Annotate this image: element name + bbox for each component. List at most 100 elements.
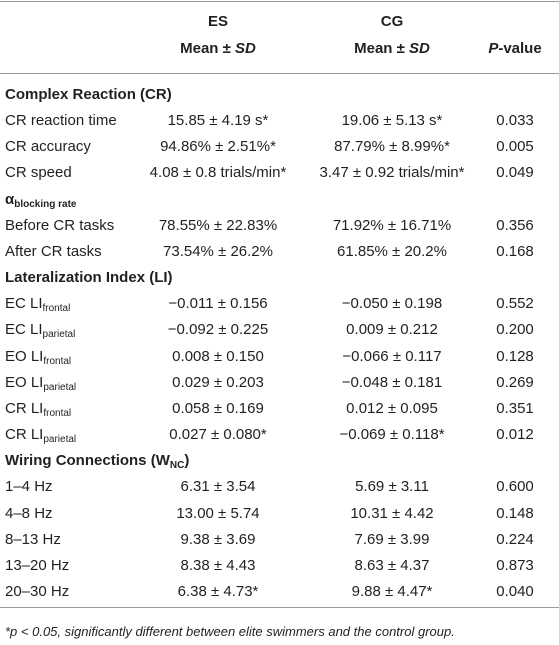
p-value: 0.873 xyxy=(496,556,534,574)
text: Lateralization Index (LI) xyxy=(5,269,173,287)
text: EC LI xyxy=(5,295,43,313)
row-label: 8–13 Hz xyxy=(5,531,61,549)
row-label: 1–4 Hz xyxy=(5,478,53,496)
text: ) xyxy=(184,452,190,470)
cg-value: −0.066 ± 0.117 xyxy=(342,347,442,365)
p-value: 0.005 xyxy=(496,138,534,156)
cg-value: 7.69 ± 3.99 xyxy=(354,530,430,548)
cg-value: 9.88 ± 4.47* xyxy=(351,583,433,601)
p-value: 0.128 xyxy=(496,347,534,365)
es-value: −0.011 ± 0.156 xyxy=(168,295,268,313)
cg-value: 71.92% ± 16.71% xyxy=(332,216,452,234)
p-value: 0.269 xyxy=(496,373,534,391)
text: 1–4 Hz xyxy=(5,478,53,496)
text: P xyxy=(488,40,499,57)
section-heading: αblocking rate xyxy=(5,190,77,210)
subscript: parietal xyxy=(42,329,76,341)
text: Wiring Connections (W xyxy=(5,452,170,470)
es-value: 13.00 ± 5.74 xyxy=(176,504,260,522)
text: Complex Reaction (CR) xyxy=(5,86,172,103)
section-heading: Wiring Connections (WNC) xyxy=(5,452,190,471)
row-label: CR reaction time xyxy=(5,112,117,130)
es-value: 0.029 ± 0.203 xyxy=(172,373,264,391)
text: After CR tasks xyxy=(5,242,102,260)
row-label: 4–8 Hz xyxy=(5,505,53,523)
cg-value: 8.63 ± 4.37 xyxy=(354,556,430,574)
p-value: 0.168 xyxy=(496,242,534,260)
text: EC LI xyxy=(5,321,43,339)
subscript: frontal xyxy=(42,303,71,315)
es-value: 15.85 ± 4.19 s* xyxy=(167,112,269,130)
p-value: 0.600 xyxy=(496,478,534,496)
p-value: 0.200 xyxy=(496,321,534,339)
top-rule xyxy=(0,1,559,2)
es-value: 8.38 ± 4.43 xyxy=(180,556,256,574)
column-subheader: Mean ± SD xyxy=(354,40,430,58)
text: 4–8 Hz xyxy=(5,504,53,522)
p-value: 0.552 xyxy=(496,295,534,313)
cg-value: 0.012 ± 0.095 xyxy=(346,399,438,417)
text: CR speed xyxy=(5,164,72,182)
subscript: parietal xyxy=(43,434,77,446)
text: -value xyxy=(498,40,542,57)
es-value: 6.31 ± 3.54 xyxy=(180,478,256,496)
text: CR LI xyxy=(5,399,44,417)
text: CR reaction time xyxy=(5,112,117,130)
text: Before CR tasks xyxy=(5,216,115,234)
es-value: 0.008 ± 0.150 xyxy=(172,347,264,365)
footnote: *p < 0.05, significantly different betwe… xyxy=(5,624,455,639)
subscript: parietal xyxy=(43,381,77,393)
es-value: −0.092 ± 0.225 xyxy=(167,321,269,339)
column-subheader: Mean ± SD xyxy=(180,40,256,58)
text: CR accuracy xyxy=(5,138,91,156)
p-value: 0.012 xyxy=(496,426,534,444)
text: 8–13 Hz xyxy=(5,530,61,548)
p-value: 0.224 xyxy=(496,530,534,548)
row-label: EC LIfrontal xyxy=(5,295,71,315)
row-label: 20–30 Hz xyxy=(5,583,69,601)
es-value: 94.86% ± 2.51%* xyxy=(160,138,276,156)
text: 13–20 Hz xyxy=(5,556,70,574)
p-value: 0.351 xyxy=(496,399,534,417)
subscript: blocking rate xyxy=(14,198,77,210)
column-subheader: P-value xyxy=(488,40,541,58)
text: Mean ± xyxy=(354,40,410,57)
p-value: 0.356 xyxy=(496,216,534,234)
cg-value: 61.85% ± 20.2% xyxy=(337,242,447,260)
section-heading: Complex Reaction (CR) xyxy=(5,86,172,104)
es-value: 6.38 ± 4.73* xyxy=(177,583,259,601)
subscript: frontal xyxy=(43,355,72,367)
es-value: 78.55% ± 22.83% xyxy=(158,216,278,234)
text: α xyxy=(5,190,15,208)
cg-value: −0.050 ± 0.198 xyxy=(341,295,443,313)
text: CR LI xyxy=(5,426,44,444)
subscript: frontal xyxy=(43,407,72,419)
row-label: CR accuracy xyxy=(5,138,91,156)
row-label: CR speed xyxy=(5,164,72,182)
es-value: 4.08 ± 0.8 trials/min* xyxy=(149,164,287,182)
section-heading: Lateralization Index (LI) xyxy=(5,269,173,287)
bottom-rule xyxy=(0,607,559,608)
p-value: 0.040 xyxy=(496,583,534,601)
row-label: EO LIparietal xyxy=(5,373,77,393)
cg-value: −0.069 ± 0.118* xyxy=(339,426,445,444)
cg-value: 87.79% ± 8.99%* xyxy=(334,138,450,156)
cg-value: 19.06 ± 5.13 s* xyxy=(341,112,443,130)
es-value: 0.058 ± 0.169 xyxy=(172,399,264,417)
text: EO LI xyxy=(5,373,44,391)
row-label: 13–20 Hz xyxy=(5,557,69,575)
row-label: EO LIfrontal xyxy=(5,348,72,367)
text: Mean ± xyxy=(180,40,236,57)
row-label: CR LIparietal xyxy=(5,426,77,446)
header-rule xyxy=(0,73,559,74)
column-header: ES xyxy=(207,13,229,30)
row-label: EC LIparietal xyxy=(5,321,76,341)
cg-value: 3.47 ± 0.92 trials/min* xyxy=(319,164,465,182)
column-header: CG xyxy=(380,13,404,30)
p-value: 0.148 xyxy=(496,504,534,522)
cg-value: 0.009 ± 0.212 xyxy=(346,321,438,339)
es-value: 9.38 ± 3.69 xyxy=(180,530,256,548)
row-label: After CR tasks xyxy=(5,243,102,261)
p-value: 0.033 xyxy=(496,112,534,130)
